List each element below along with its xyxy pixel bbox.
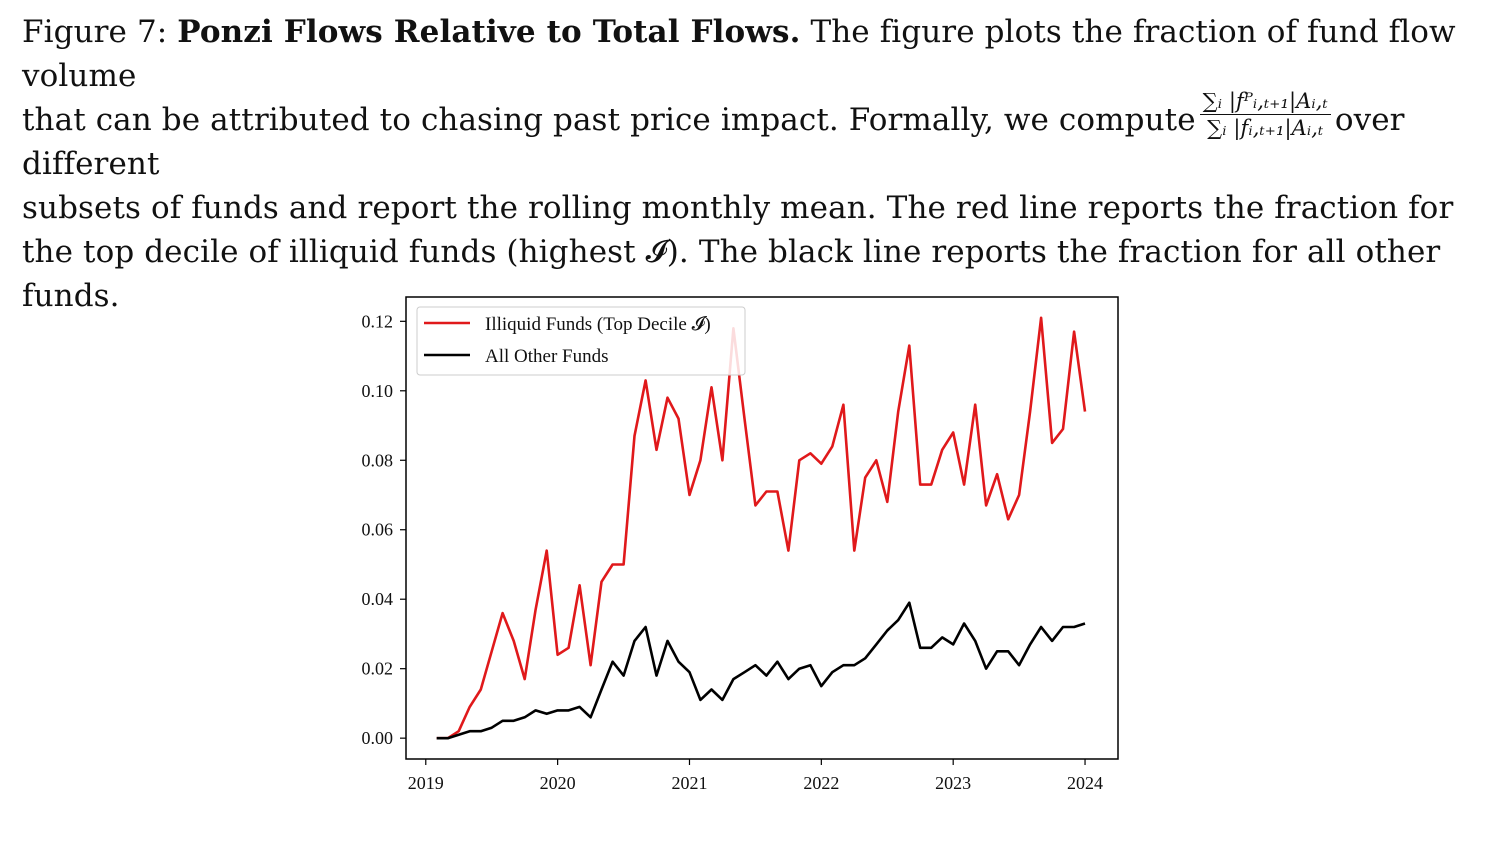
x-tick-label: 2020: [540, 773, 576, 793]
caption-line-1: Figure 7: Ponzi Flows Relative to Total …: [22, 10, 1488, 98]
x-tick-label: 2023: [935, 773, 971, 793]
y-tick-label: 0.10: [362, 381, 394, 401]
legend-label-illiquid: Illiquid Funds (Top Decile 𝓘): [485, 314, 711, 335]
formula-numerator: ∑ᵢ |fᴾᵢ,ₜ₊₁|Aᵢ,ₜ: [1199, 89, 1331, 115]
series-line-all-other-funds: [436, 601, 1086, 740]
x-tick-label: 2021: [671, 773, 707, 793]
legend: Illiquid Funds (Top Decile 𝓘) All Other …: [416, 306, 746, 376]
axis-ticks: 0.00 0.02 0.04 0.06 0.08 0.10 0.12 2019 2020 2021…: [362, 311, 1104, 793]
series-line-illiquid-funds: [436, 316, 1087, 740]
legend-box: [416, 306, 746, 376]
caption-line2-before: that can be attributed to chasing past p…: [22, 102, 1196, 138]
formula-fraction: ∑ᵢ |fᴾᵢ,ₜ₊₁|Aᵢ,ₜ ∑ᵢ |fᵢ,ₜ₊₁|Aᵢ,ₜ: [1199, 89, 1331, 140]
caption-sentence-1: The figure plots the fraction of fund fl…: [22, 14, 1456, 94]
formula-denominator: ∑ᵢ |fᵢ,ₜ₊₁|Aᵢ,ₜ: [1207, 116, 1324, 140]
series-lines: [436, 316, 1087, 740]
y-tick-label: 0.12: [362, 311, 394, 331]
figure-title: Ponzi Flows Relative to Total Flows.: [177, 14, 801, 50]
y-tick-label: 0.06: [362, 520, 394, 540]
figure-caption: Figure 7: Ponzi Flows Relative to Total …: [22, 10, 1488, 318]
caption-rest: subsets of funds and report the rolling …: [22, 190, 1454, 314]
x-tick-label: 2022: [803, 773, 839, 793]
y-tick-label: 0.08: [362, 450, 394, 470]
legend-label-other: All Other Funds: [485, 346, 609, 367]
x-tick-label: 2024: [1067, 773, 1103, 793]
caption-line-2: that can be attributed to chasing past p…: [22, 89, 1488, 186]
y-tick-label: 0.00: [362, 728, 394, 748]
figure-label: Figure 7:: [22, 14, 168, 50]
y-tick-label: 0.02: [362, 659, 394, 679]
x-tick-label: 2019: [408, 773, 444, 793]
y-tick-label: 0.04: [362, 589, 394, 609]
caption-line2-after: over different: [22, 102, 1405, 182]
plot-area-frame: [405, 296, 1119, 760]
